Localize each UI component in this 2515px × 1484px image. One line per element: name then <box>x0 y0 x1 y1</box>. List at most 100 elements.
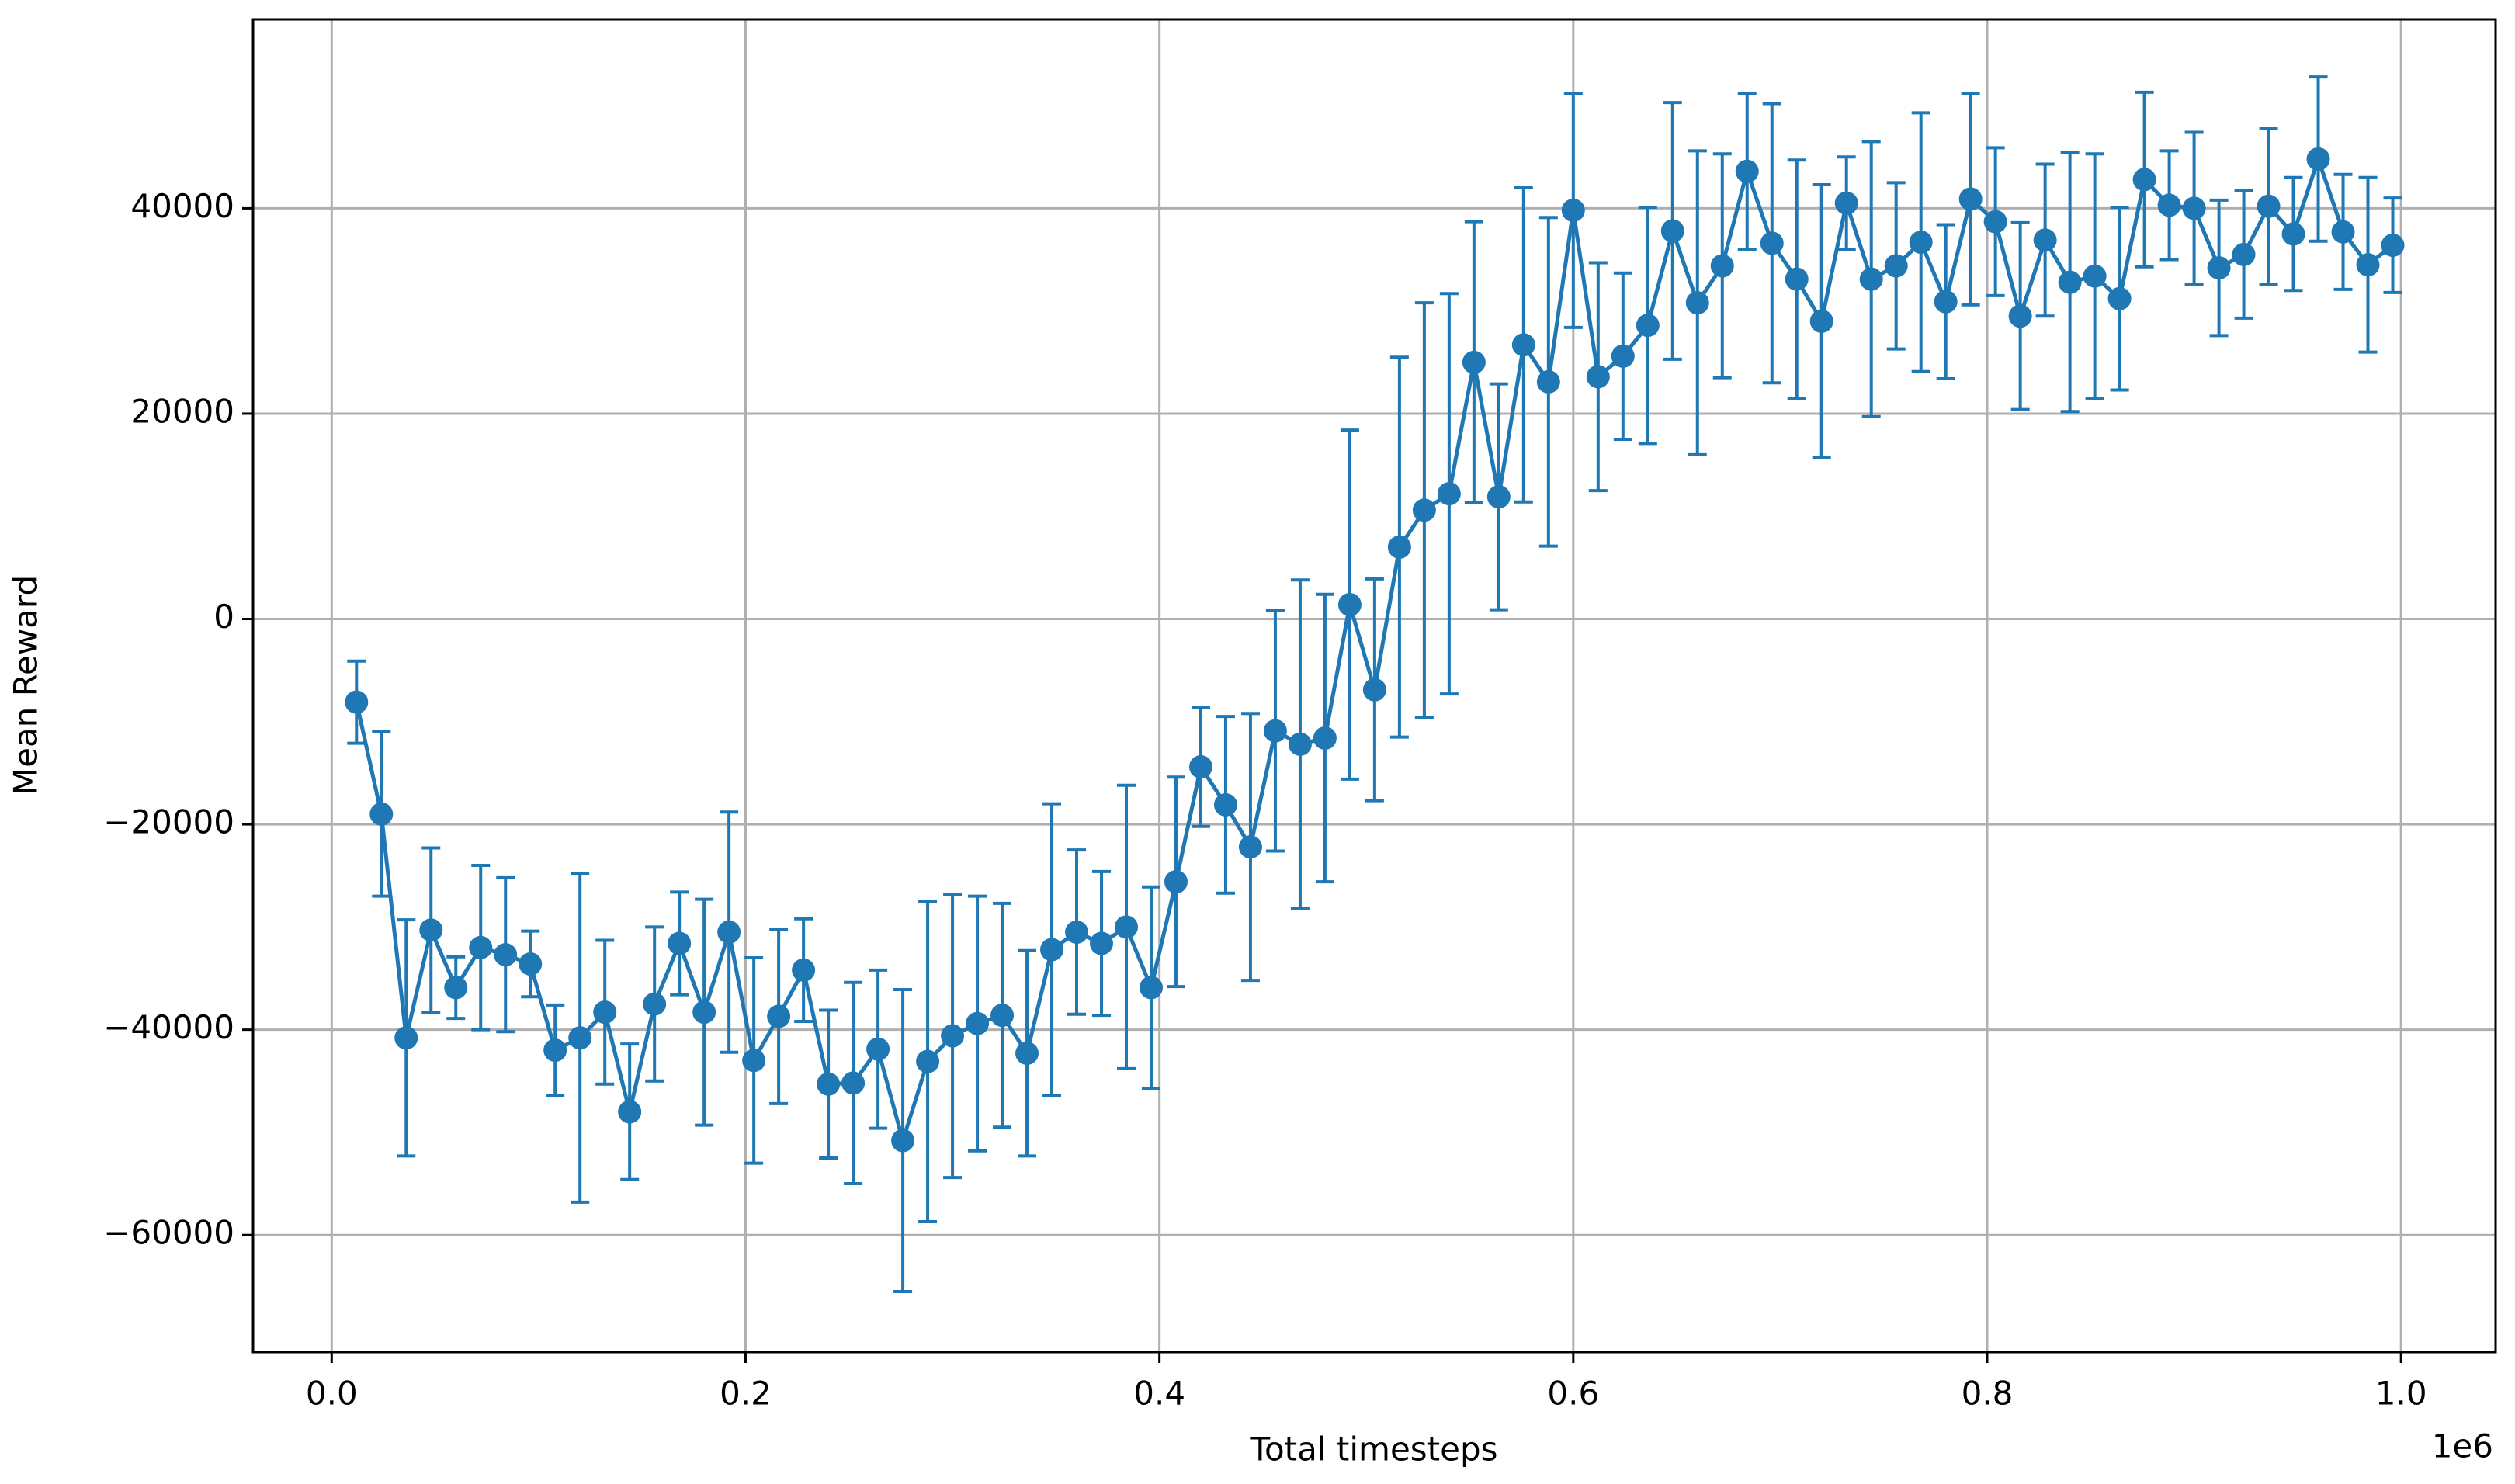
point <box>1536 369 1560 394</box>
point <box>1958 187 1983 211</box>
point <box>494 943 518 967</box>
point <box>1636 314 1660 338</box>
point <box>1660 219 1684 243</box>
point <box>1263 719 1287 743</box>
point <box>1486 485 1511 509</box>
point <box>866 1037 890 1061</box>
point <box>1834 191 1858 215</box>
point <box>1735 159 1759 183</box>
point <box>916 1049 940 1073</box>
point <box>543 1038 567 1063</box>
point <box>841 1071 866 1095</box>
point <box>668 931 692 955</box>
point <box>643 992 667 1016</box>
point <box>2083 264 2107 288</box>
x-tick-label: 0.8 <box>1962 1375 2014 1413</box>
point <box>1685 291 1709 315</box>
point <box>2008 304 2032 328</box>
y-tick-label: −20000 <box>103 803 234 841</box>
point <box>891 1129 915 1153</box>
point <box>1561 199 1585 223</box>
y-tick-label: 40000 <box>130 187 234 225</box>
plot-frame <box>252 18 2497 1354</box>
point <box>469 935 493 959</box>
point <box>1909 231 1933 255</box>
point <box>1065 920 1089 944</box>
point <box>1710 254 1734 278</box>
point <box>966 1011 990 1035</box>
y-tick-label: 0 <box>213 598 234 636</box>
point <box>1313 726 1337 750</box>
x-tick-label: 1.0 <box>2375 1375 2427 1413</box>
point <box>792 958 816 982</box>
point <box>1213 792 1237 817</box>
x-tick-label: 0.6 <box>1547 1375 1599 1413</box>
point <box>1114 915 1138 939</box>
point <box>444 976 468 1000</box>
point <box>2306 147 2330 171</box>
point <box>1238 835 1262 859</box>
point <box>1387 535 1411 559</box>
point <box>369 802 394 826</box>
y-tick-label: −60000 <box>103 1214 234 1252</box>
y-axis-label: Mean Reward <box>7 575 45 796</box>
point <box>2182 196 2206 220</box>
y-tick-label: −40000 <box>103 1008 234 1046</box>
point <box>1288 732 1312 756</box>
point <box>1139 976 1163 1000</box>
point <box>2381 234 2405 258</box>
point <box>618 1100 642 1124</box>
point <box>2132 168 2156 192</box>
point <box>1983 210 2007 234</box>
point <box>419 918 443 942</box>
point <box>2257 194 2281 218</box>
point <box>2356 253 2380 277</box>
point <box>1437 482 1461 506</box>
x-tick-label: 0.4 <box>1133 1375 1185 1413</box>
point <box>990 1004 1015 1028</box>
point <box>2281 222 2305 246</box>
x-tick-label: 0.2 <box>720 1375 772 1413</box>
point <box>1611 344 1635 368</box>
point <box>1188 755 1212 779</box>
point <box>1090 931 1114 955</box>
point <box>1015 1042 1039 1066</box>
point <box>1809 309 1833 333</box>
point <box>1462 350 1486 374</box>
y-tick-label: 20000 <box>130 392 234 430</box>
point <box>2107 286 2132 310</box>
point <box>1859 267 1883 291</box>
point <box>2157 193 2181 217</box>
x-offset-label: 1e6 <box>2432 1427 2493 1465</box>
point <box>1760 231 1784 255</box>
point <box>1785 267 1809 291</box>
x-axis-label: Total timesteps <box>1249 1430 1497 1468</box>
point <box>568 1026 592 1050</box>
point <box>692 1000 716 1025</box>
point <box>2033 228 2057 252</box>
point <box>2058 270 2082 294</box>
point <box>2331 220 2355 244</box>
point <box>2232 242 2256 266</box>
point <box>1337 592 1362 616</box>
x-tick-label: 0.0 <box>306 1375 358 1413</box>
point <box>1934 290 1958 314</box>
point <box>1884 254 1908 278</box>
point <box>2207 256 2231 280</box>
point <box>742 1049 766 1073</box>
point <box>1412 498 1436 522</box>
point <box>1586 365 1610 389</box>
point <box>717 920 741 944</box>
point <box>767 1004 791 1028</box>
point <box>1362 678 1386 702</box>
point <box>394 1026 418 1050</box>
point <box>1511 333 1535 357</box>
point <box>593 1000 617 1025</box>
point <box>817 1072 841 1096</box>
point <box>345 690 369 714</box>
point <box>941 1024 965 1048</box>
point <box>519 952 543 976</box>
point <box>1164 870 1188 894</box>
